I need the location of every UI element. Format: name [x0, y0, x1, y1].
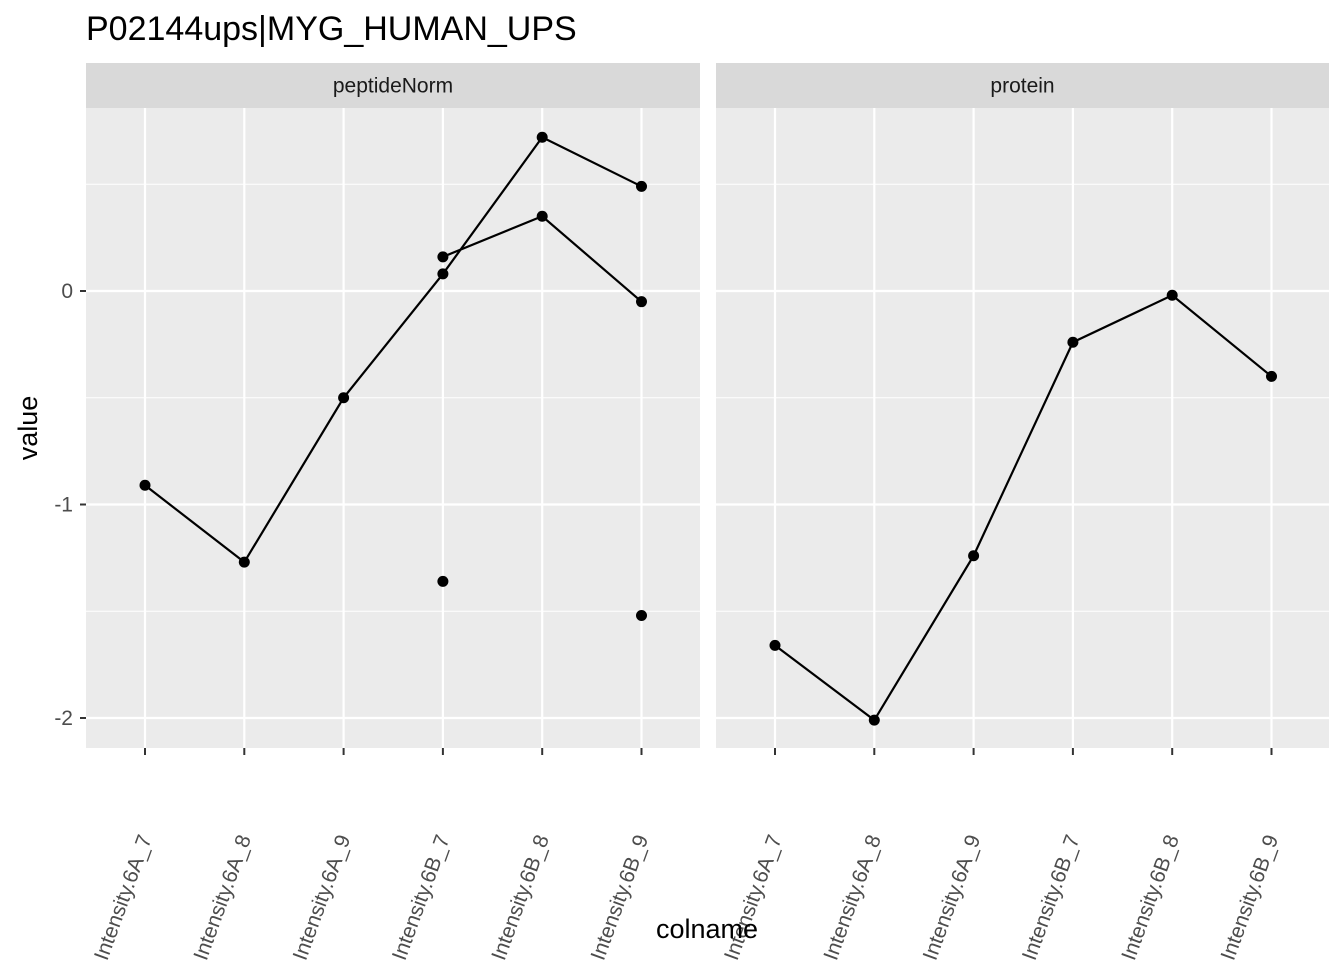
- x-axis-title: colname: [656, 914, 758, 944]
- y-tick-label: -1: [54, 494, 73, 517]
- x-tick-label: Intensity.6B_8: [1117, 832, 1184, 960]
- data-point: [636, 610, 647, 622]
- data-point: [139, 479, 151, 491]
- series-line: [144, 135, 642, 564]
- x-tick-label: Intensity.6A_9: [289, 832, 356, 960]
- data-point: [437, 575, 449, 587]
- x-tick-label: Intensity.6B_9: [1217, 832, 1284, 960]
- facet-peptideNorm: peptideNorm Intensity.6A_7 Intensity.6A_8 I…: [86, 63, 700, 960]
- data-point: [868, 714, 880, 726]
- x-tick-label: Intensity.6A_7: [90, 832, 157, 960]
- facet-strip: [86, 63, 700, 108]
- data-point: [636, 296, 647, 308]
- data-point: [437, 268, 449, 280]
- x-tick-label: Intensity.6B_7: [1018, 832, 1085, 960]
- y-tick-label: -2: [54, 707, 73, 730]
- data-point: [338, 392, 350, 404]
- data-point: [536, 210, 548, 222]
- x-tick-label: Intensity.6B_8: [487, 832, 554, 960]
- series-line: [774, 293, 1273, 722]
- data-point: [238, 556, 250, 568]
- data-point: [1166, 289, 1178, 301]
- x-tick-label: Intensity.6A_8: [189, 832, 256, 960]
- x-tick-label: Intensity.6A_9: [919, 832, 986, 960]
- facet-panels: peptideNorm Intensity.6A_7 Intensity.6A_8 I…: [86, 63, 1329, 960]
- data-point: [636, 180, 647, 192]
- y-axis-title: value: [13, 396, 43, 461]
- data-point: [769, 639, 781, 651]
- panel-background: [86, 108, 700, 748]
- facet-strip-label: protein: [990, 75, 1054, 98]
- chart-title: P02144ups|MYG_HUMAN_UPS: [86, 10, 577, 48]
- y-tick-label: 0: [61, 280, 73, 303]
- data-point: [437, 251, 449, 263]
- x-tick-label: Intensity.6B_7: [388, 832, 455, 960]
- data-point: [1266, 370, 1277, 382]
- facet-strip: [716, 63, 1329, 108]
- data-point: [968, 550, 980, 562]
- data-point: [1067, 336, 1079, 348]
- x-tick-label: Intensity.6B_9: [587, 832, 654, 960]
- panel-background: [716, 108, 1329, 748]
- data-point: [536, 131, 548, 143]
- facet-strip-label: peptideNorm: [333, 75, 453, 98]
- x-tick-label: Intensity.6A_8: [819, 832, 886, 960]
- y-axis: 0 -1 -2: [54, 280, 86, 730]
